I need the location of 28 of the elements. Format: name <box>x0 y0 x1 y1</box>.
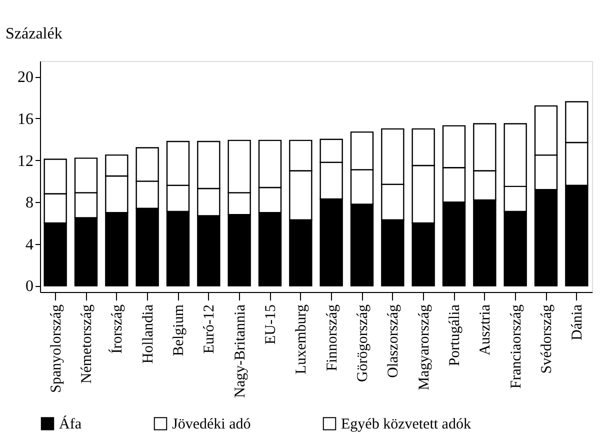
x-tick-label: Euró-12 <box>202 304 218 354</box>
legend-label: Áfa <box>59 416 82 433</box>
legend-label: Jövedéki adó <box>172 416 251 433</box>
x-tick-label: Portugália <box>447 304 463 366</box>
y-tick-label: 0 <box>26 278 34 296</box>
y-tick-label: 4 <box>26 236 34 254</box>
x-tick-label: EU-15 <box>263 304 279 344</box>
x-tick-label: Finnország <box>324 304 340 372</box>
x-tick-label: Svédország <box>539 304 555 374</box>
x-tick-label: Olaszország <box>386 304 402 378</box>
y-tick-label: 8 <box>26 194 34 212</box>
y-tick-label: 20 <box>18 69 34 86</box>
x-tick-label: Spanyolország <box>48 304 64 393</box>
x-tick-label: Németország <box>79 304 95 384</box>
x-tick-label: Ausztria <box>478 304 494 356</box>
x-tick-label: Hollandia <box>140 304 156 364</box>
x-tick-label: Franciaország <box>508 304 524 389</box>
x-tick-label: Magyarország <box>416 304 432 390</box>
x-tick-label: Belgium <box>171 304 187 356</box>
x-tick-label: Írország <box>108 304 126 354</box>
y-tick-label: 16 <box>18 110 34 128</box>
x-tick-label: Görögország <box>355 304 371 382</box>
y-axis-title: Százalék <box>6 26 62 42</box>
y-tick-label: 12 <box>18 152 34 170</box>
x-tick-label: Luxemburg <box>294 304 310 374</box>
x-tick-label: Dánia <box>570 304 586 340</box>
legend-label: Egyéb közvetett adók <box>341 416 472 433</box>
x-tick-label: Nagy-Britannia <box>232 304 248 398</box>
